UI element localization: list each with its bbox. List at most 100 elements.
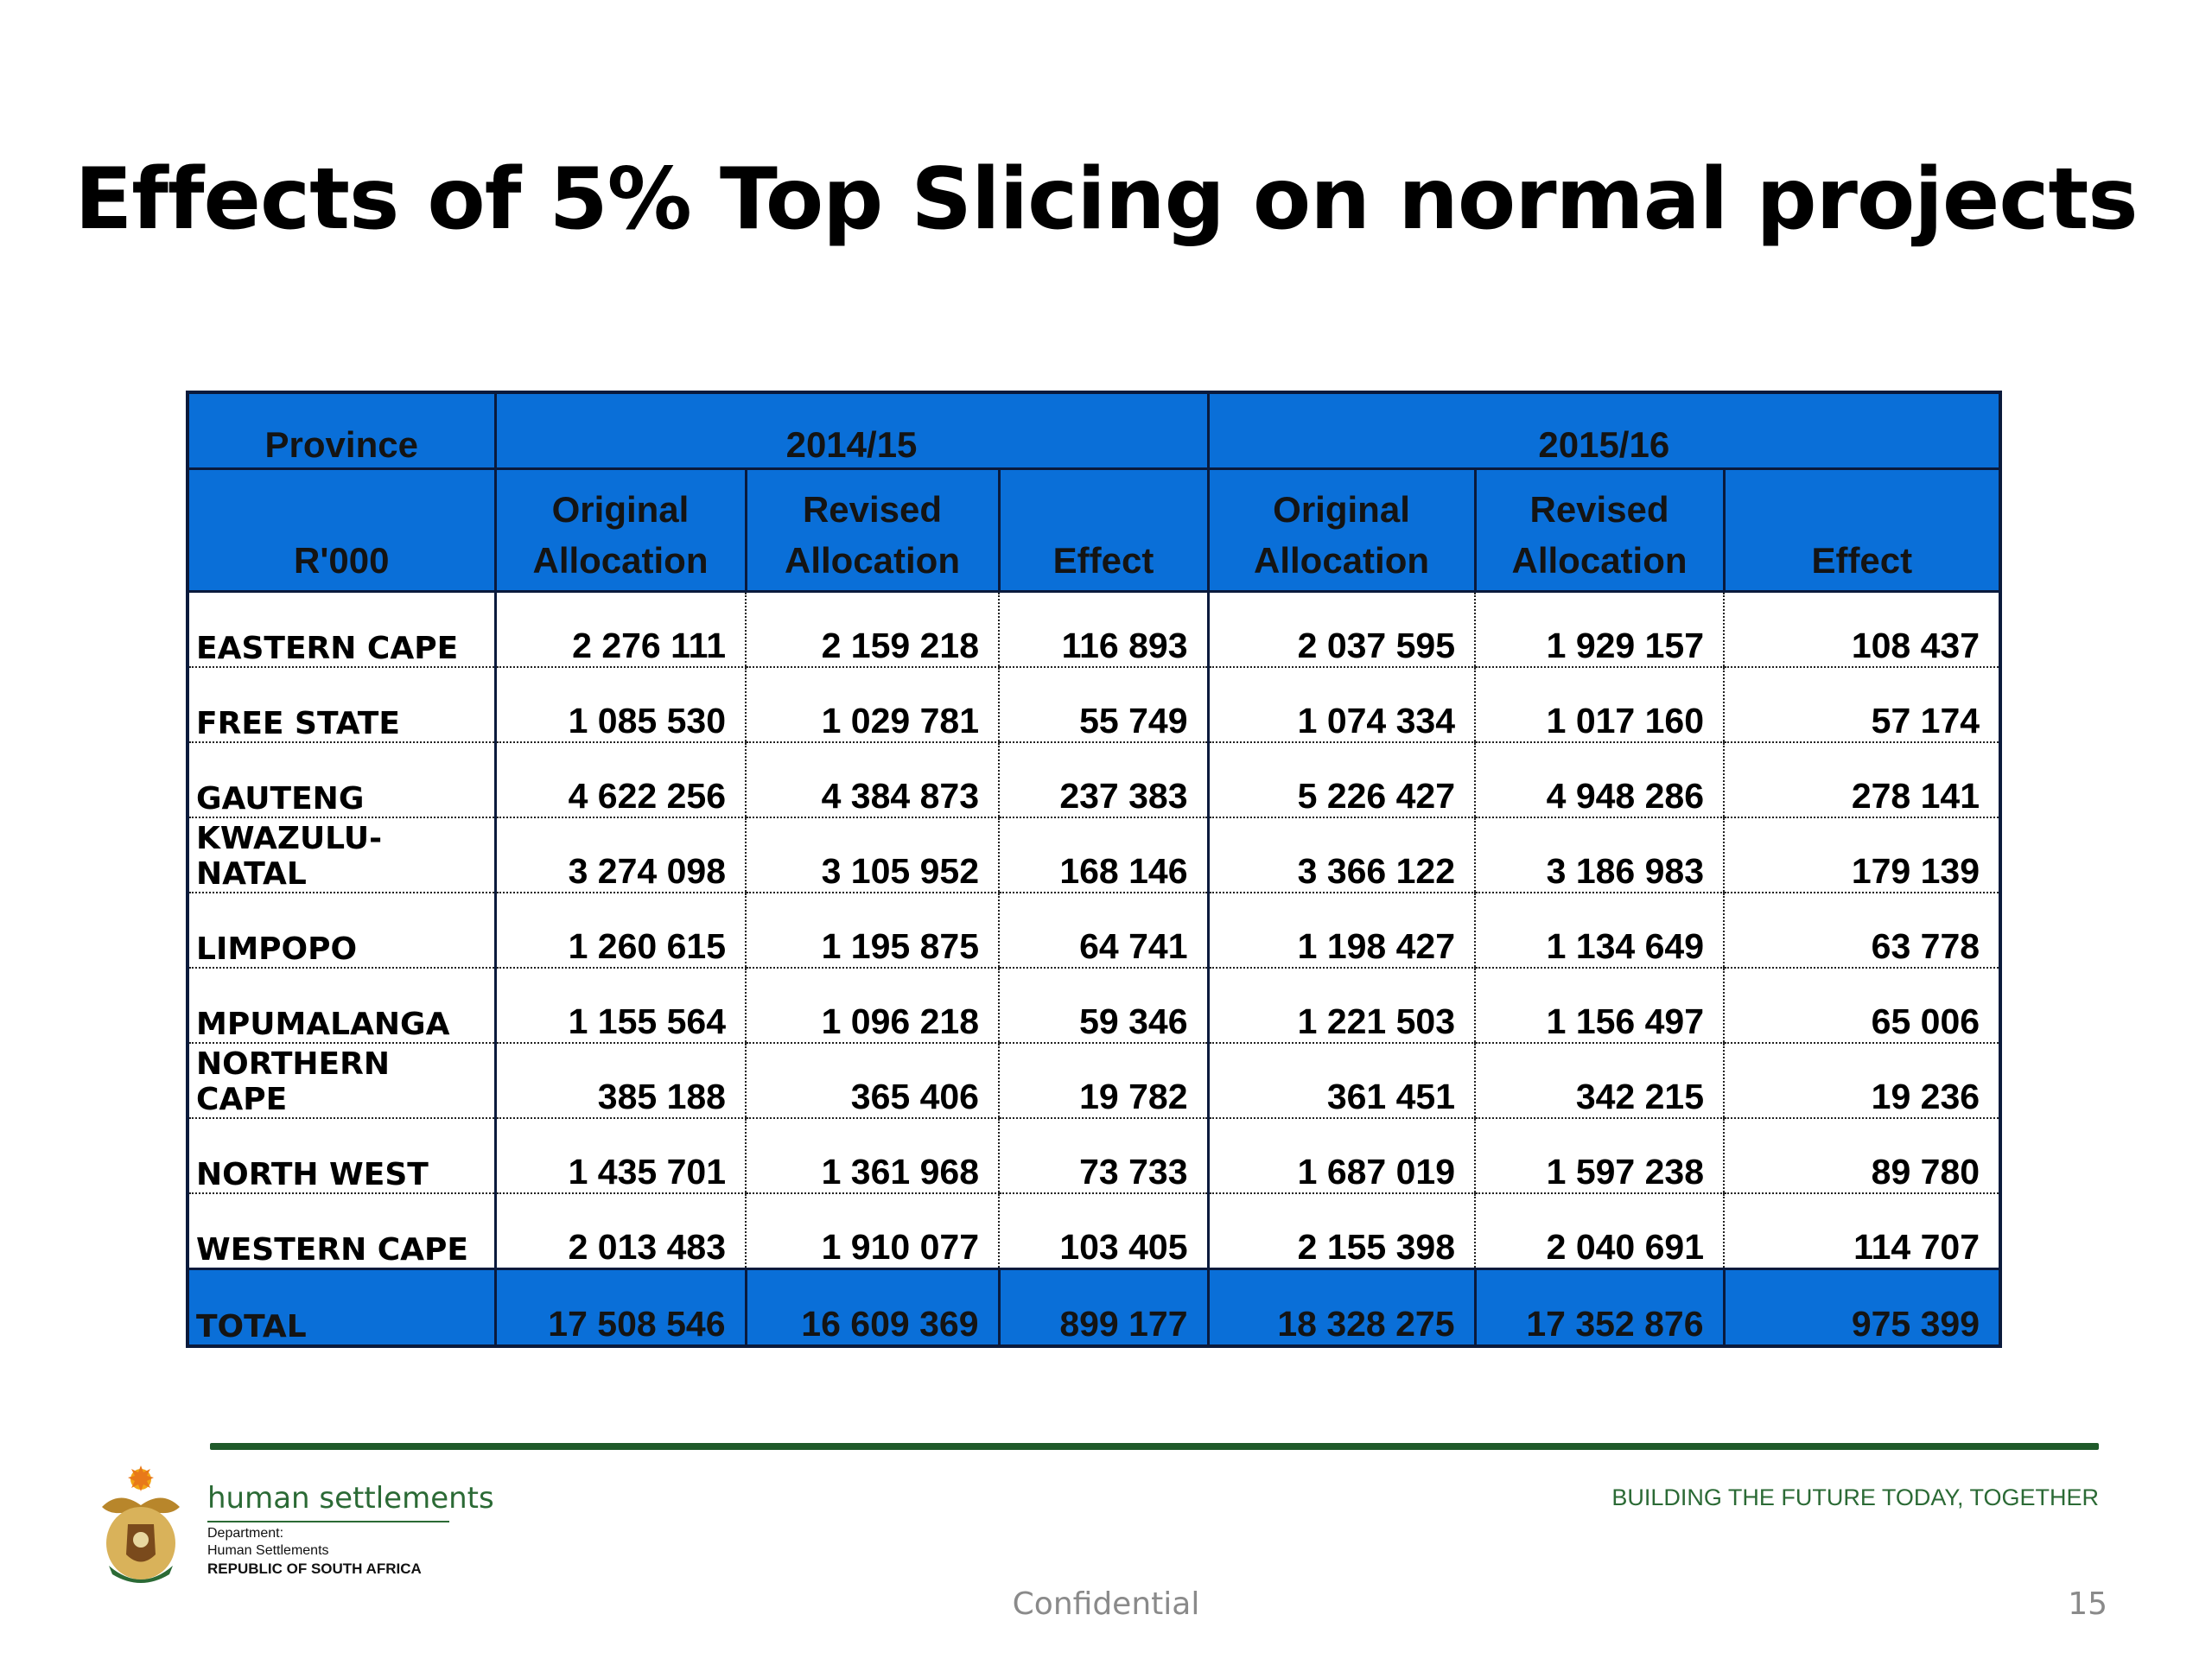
table-row: KWAZULU-NATAL 3 274 098 3 105 952 168 146 3 … <box>188 817 2001 893</box>
allocation-cell: 63 778 <box>1723 893 2001 969</box>
table-row: WESTERN CAPE 2 013 483 1 910 077 103 405 2 1… <box>188 1193 2001 1270</box>
table-row: EASTERN CAPE 2 276 111 2 159 218 116 893 2 0… <box>188 591 2001 668</box>
allocation-cell: 1 597 238 <box>1474 1118 1725 1194</box>
header-original-allocation-2: Original Allocation <box>1206 468 1477 593</box>
allocation-cell: 114 707 <box>1723 1193 2001 1270</box>
slide-title: Effects of 5% Top Slicing on normal proj… <box>74 150 2138 249</box>
allocation-cell: 1 910 077 <box>745 1193 999 1270</box>
allocation-cell: 1 134 649 <box>1474 893 1725 969</box>
allocation-cell: 4 948 286 <box>1474 742 1725 818</box>
allocation-cell: 1 096 218 <box>745 968 999 1044</box>
province-name: LIMPOPO <box>188 893 497 969</box>
province-name: NORTH WEST <box>188 1118 497 1194</box>
allocation-cell: 1 195 875 <box>745 893 999 969</box>
allocation-cell: 179 139 <box>1723 817 2001 893</box>
allocation-cell: 116 893 <box>997 591 1209 668</box>
header-year-2015-16: 2015/16 <box>1206 392 2002 470</box>
total-cell: 18 328 275 <box>1206 1268 1476 1346</box>
allocation-cell: 1 260 615 <box>494 893 746 969</box>
footer-tagline: BUILDING THE FUTURE TODAY, TOGETHER <box>1611 1484 2099 1510</box>
allocation-cell: 2 037 595 <box>1206 591 1476 668</box>
header-effect-1: Effect <box>997 468 1210 593</box>
allocation-table: Province 2014/15 2015/16 R'000 Original … <box>186 391 2003 1348</box>
allocation-cell: 361 451 <box>1206 1043 1476 1119</box>
header-year-2014-15: 2014/15 <box>493 392 1210 470</box>
total-cell: 899 177 <box>997 1268 1209 1346</box>
allocation-cell: 64 741 <box>997 893 1209 969</box>
allocation-cell: 1 198 427 <box>1206 893 1476 969</box>
coat-of-arms-logo <box>102 1465 180 1583</box>
allocation-cell: 1 361 968 <box>745 1118 999 1194</box>
total-cell: 16 609 369 <box>744 1268 999 1346</box>
footer-divider <box>210 1443 2099 1450</box>
allocation-cell: 1 929 157 <box>1474 591 1725 668</box>
page-number: 15 <box>2068 1586 2107 1622</box>
allocation-cell: 2 276 111 <box>494 591 746 668</box>
total-cell: 975 399 <box>1722 1268 2001 1346</box>
total-cell: 17 352 876 <box>1473 1268 1725 1346</box>
total-row: TOTAL 17 508 546 16 609 369 899 177 18 3… <box>188 1268 2001 1346</box>
province-name: GAUTENG <box>188 742 497 818</box>
allocation-cell: 108 437 <box>1723 591 2001 668</box>
total-cell: 17 508 546 <box>493 1268 746 1346</box>
allocation-cell: 3 366 122 <box>1206 817 1476 893</box>
department-label: Department: <box>207 1526 284 1541</box>
allocation-cell: 1 221 503 <box>1206 968 1476 1044</box>
allocation-cell: 237 383 <box>997 742 1209 818</box>
allocation-cell: 3 186 983 <box>1474 817 1725 893</box>
allocation-cell: 57 174 <box>1723 667 2001 743</box>
allocation-cell: 65 006 <box>1723 968 2001 1044</box>
allocation-cell: 19 236 <box>1723 1043 2001 1119</box>
allocation-cell: 1 029 781 <box>745 667 999 743</box>
header-original-allocation-1: Original Allocation <box>493 468 747 593</box>
header-province: Province <box>186 392 497 470</box>
allocation-cell: 1 155 564 <box>494 968 746 1044</box>
allocation-cell: 1 435 701 <box>494 1118 746 1194</box>
header-effect-2: Effect <box>1723 468 2002 593</box>
table-body: EASTERN CAPE 2 276 111 2 159 218 116 893 2 0… <box>188 591 2001 1270</box>
total-label: TOTAL <box>188 1268 495 1346</box>
allocation-cell: 4 622 256 <box>494 742 746 818</box>
allocation-cell: 342 215 <box>1474 1043 1725 1119</box>
allocation-cell: 4 384 873 <box>745 742 999 818</box>
province-name: MPUMALANGA <box>188 968 497 1044</box>
allocation-cell: 278 141 <box>1723 742 2001 818</box>
allocation-cell: 1 085 530 <box>494 667 746 743</box>
table-row: NORTHERN CAPE 385 188 365 406 19 782 361 451… <box>188 1043 2001 1119</box>
allocation-cell: 19 782 <box>997 1043 1209 1119</box>
department-underline <box>207 1521 449 1522</box>
allocation-cell: 385 188 <box>494 1043 746 1119</box>
allocation-cell: 168 146 <box>997 817 1209 893</box>
confidential-label: Confidential <box>1012 1586 1200 1622</box>
header-revised-allocation-1: Revised Allocation <box>745 468 1001 593</box>
allocation-cell: 103 405 <box>997 1193 1209 1270</box>
allocation-cell: 2 159 218 <box>745 591 999 668</box>
header-row-years: Province 2014/15 2015/16 <box>186 392 2002 470</box>
allocation-cell: 1 687 019 <box>1206 1118 1476 1194</box>
header-row-columns: R'000 Original Allocation Revised Alloca… <box>186 468 2002 593</box>
header-revised-allocation-2: Revised Allocation <box>1474 468 1726 593</box>
allocation-cell: 73 733 <box>997 1118 1209 1194</box>
allocation-cell: 55 749 <box>997 667 1209 743</box>
allocation-cell: 2 013 483 <box>494 1193 746 1270</box>
province-name: FREE STATE <box>188 667 497 743</box>
allocation-cell: 2 155 398 <box>1206 1193 1476 1270</box>
allocation-cell: 5 226 427 <box>1206 742 1476 818</box>
department-full-name: Human Settlements <box>207 1543 329 1558</box>
table-row: MPUMALANGA 1 155 564 1 096 218 59 346 1 221 … <box>188 968 2001 1044</box>
allocation-cell: 1 074 334 <box>1206 667 1476 743</box>
province-name: EASTERN CAPE <box>188 591 497 668</box>
allocation-cell: 3 105 952 <box>745 817 999 893</box>
table-row: FREE STATE 1 085 530 1 029 781 55 749 1 074 … <box>188 667 2001 743</box>
table-row: GAUTENG 4 622 256 4 384 873 237 383 5 226 42… <box>188 742 2001 818</box>
province-name: NORTHERN CAPE <box>188 1043 497 1119</box>
allocation-cell: 365 406 <box>745 1043 999 1119</box>
province-name: KWAZULU-NATAL <box>188 817 497 893</box>
department-name: human settlements <box>207 1481 494 1516</box>
allocation-cell: 1 017 160 <box>1474 667 1725 743</box>
allocation-cell: 59 346 <box>997 968 1209 1044</box>
allocation-cell: 89 780 <box>1723 1118 2001 1194</box>
allocation-cell: 2 040 691 <box>1474 1193 1725 1270</box>
table-row: NORTH WEST 1 435 701 1 361 968 73 733 1 687 … <box>188 1118 2001 1194</box>
country-name: REPUBLIC OF SOUTH AFRICA <box>207 1560 422 1577</box>
